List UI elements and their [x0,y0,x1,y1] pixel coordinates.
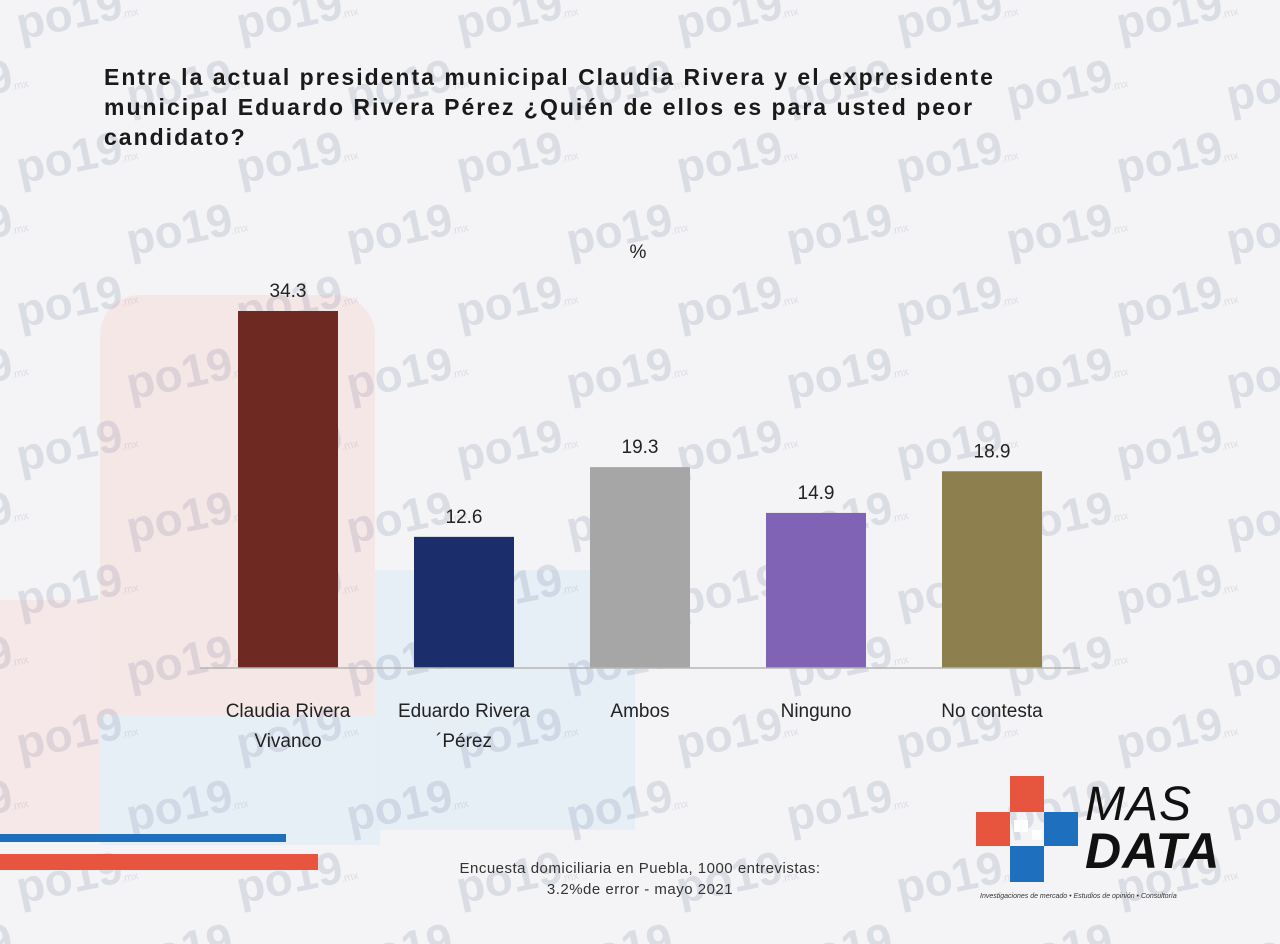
title-line-3: candidato? [104,124,247,150]
footnote-line-1: Encuesta domiciliaria en Puebla, 1000 en… [459,860,821,877]
title-line-2: municipal Eduardo Rivera Pérez ¿Quién de… [104,94,975,120]
logo-tagline: Investigaciones de mercado • Estudios de… [980,893,1177,900]
bar [414,536,514,668]
category-label: Ambos [610,701,669,722]
bar-value-label: 19.3 [622,437,659,458]
unit-label: % [630,242,647,263]
logo-line-2: DATA [1085,823,1221,879]
bar [238,311,338,668]
mas-data-logo-text: MAS DATA [1085,778,1221,879]
background-blue-panel-lower [100,715,380,845]
chart-title: Entre la actual presidenta municipal Cla… [104,62,1184,152]
background-red-panel-left [0,600,100,840]
bar [942,471,1042,668]
category-label: No contesta [941,701,1043,722]
decorative-stripe-blue [0,834,286,842]
category-label: Claudia Rivera [226,701,351,722]
bar [590,467,690,668]
bar-value-label: 34.3 [270,281,307,302]
category-label: Vivanco [254,731,321,752]
title-line-1: Entre la actual presidenta municipal Cla… [104,64,995,90]
bar [766,512,866,668]
bar-value-label: 18.9 [974,441,1011,462]
category-label: Ninguno [781,701,852,722]
mas-data-cross-logo-icon [976,776,1078,882]
logo-line-1: MAS [1085,778,1193,831]
footnote-line-2: 3.2%de error - mayo 2021 [546,881,734,898]
bar-value-label: 14.9 [798,483,835,504]
decorative-stripe-red [0,854,318,870]
survey-footnote: Encuesta domiciliaria en Puebla, 1000 en… [360,858,920,900]
category-label: Eduardo Rivera [398,701,530,722]
bar-value-label: 12.6 [446,507,483,528]
category-label: ´Pérez [436,731,492,752]
